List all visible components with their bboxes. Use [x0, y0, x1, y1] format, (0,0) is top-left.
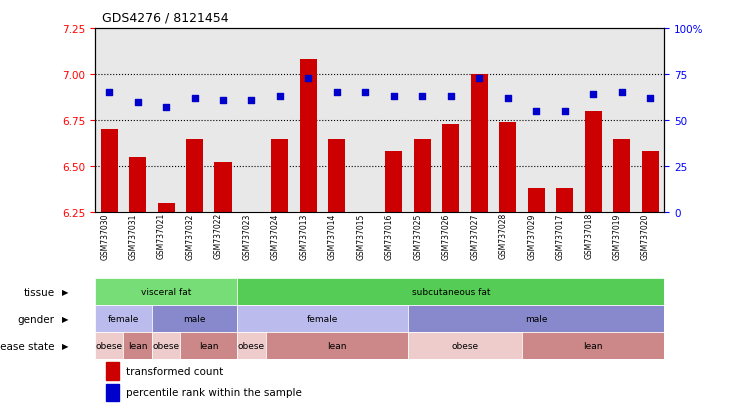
Text: lean: lean: [128, 342, 147, 350]
Text: transformed count: transformed count: [126, 366, 223, 376]
Bar: [215, 163, 231, 213]
Text: GSM737014: GSM737014: [328, 213, 337, 259]
Bar: [471, 75, 488, 213]
Point: [530, 108, 542, 115]
Point: [218, 97, 229, 104]
Bar: [101, 130, 118, 213]
Bar: [528, 189, 545, 213]
Text: GSM737020: GSM737020: [641, 213, 650, 259]
Text: GSM737030: GSM737030: [100, 213, 110, 259]
Bar: [152, 332, 180, 359]
Bar: [522, 332, 664, 359]
Text: female: female: [307, 315, 338, 323]
Point: [417, 94, 429, 100]
Text: GSM737025: GSM737025: [413, 213, 423, 259]
Text: percentile rank within the sample: percentile rank within the sample: [126, 387, 302, 397]
Text: GSM737032: GSM737032: [185, 213, 194, 259]
Bar: [186, 139, 203, 213]
Text: GSM737024: GSM737024: [271, 213, 280, 259]
Text: GSM737018: GSM737018: [584, 213, 593, 259]
Point: [132, 99, 144, 106]
Text: GSM737026: GSM737026: [442, 213, 451, 259]
Text: GSM737031: GSM737031: [128, 213, 138, 259]
Text: obese: obese: [451, 342, 479, 350]
Bar: [158, 204, 174, 213]
Point: [245, 97, 258, 104]
Text: ▶: ▶: [62, 315, 69, 323]
Bar: [272, 139, 288, 213]
Bar: [180, 332, 237, 359]
Bar: [642, 152, 658, 213]
Point: [104, 90, 115, 97]
Point: [360, 90, 372, 97]
Text: male: male: [183, 315, 206, 323]
Text: obese: obese: [153, 342, 180, 350]
Point: [388, 94, 400, 100]
Bar: [129, 157, 146, 213]
Point: [188, 95, 200, 102]
Text: GSM737028: GSM737028: [499, 213, 508, 259]
Bar: [237, 279, 664, 306]
Point: [161, 104, 172, 111]
Text: GSM737019: GSM737019: [612, 213, 622, 259]
Bar: [107, 363, 119, 380]
Bar: [328, 139, 345, 213]
Bar: [152, 306, 237, 332]
Bar: [95, 306, 152, 332]
Text: tissue: tissue: [23, 287, 55, 297]
Bar: [300, 60, 317, 213]
Point: [588, 92, 599, 98]
Text: subcutaneous fat: subcutaneous fat: [412, 288, 490, 297]
Point: [616, 90, 628, 97]
Text: obese: obese: [238, 342, 265, 350]
Point: [645, 95, 656, 102]
Point: [474, 75, 485, 82]
Text: GSM737021: GSM737021: [157, 213, 166, 259]
Point: [331, 90, 343, 97]
Bar: [95, 332, 123, 359]
Bar: [414, 139, 431, 213]
Text: lean: lean: [199, 342, 218, 350]
Bar: [385, 152, 402, 213]
Text: obese: obese: [96, 342, 123, 350]
Text: GSM737017: GSM737017: [556, 213, 565, 259]
Bar: [237, 306, 408, 332]
Bar: [442, 124, 459, 213]
Text: GSM737023: GSM737023: [242, 213, 251, 259]
Text: GSM737027: GSM737027: [470, 213, 480, 259]
Text: lean: lean: [583, 342, 603, 350]
Point: [502, 95, 514, 102]
Text: ▶: ▶: [62, 342, 69, 350]
Bar: [95, 279, 237, 306]
Text: GSM737022: GSM737022: [214, 213, 223, 259]
Bar: [585, 112, 602, 213]
Bar: [266, 332, 408, 359]
Bar: [408, 306, 664, 332]
Bar: [123, 332, 152, 359]
Bar: [613, 139, 630, 213]
Text: disease state: disease state: [0, 341, 55, 351]
Text: female: female: [108, 315, 139, 323]
Point: [559, 108, 571, 115]
Bar: [107, 384, 119, 401]
Point: [445, 94, 457, 100]
Text: ▶: ▶: [62, 288, 69, 297]
Bar: [408, 332, 522, 359]
Bar: [556, 189, 573, 213]
Point: [303, 75, 315, 82]
Text: gender: gender: [18, 314, 55, 324]
Text: visceral fat: visceral fat: [141, 288, 191, 297]
Text: GDS4276 / 8121454: GDS4276 / 8121454: [102, 12, 228, 25]
Bar: [237, 332, 266, 359]
Text: GSM737015: GSM737015: [356, 213, 366, 259]
Text: lean: lean: [327, 342, 347, 350]
Bar: [499, 123, 516, 213]
Point: [274, 94, 286, 100]
Text: male: male: [525, 315, 548, 323]
Text: GSM737013: GSM737013: [299, 213, 309, 259]
Text: GSM737016: GSM737016: [385, 213, 394, 259]
Text: GSM737029: GSM737029: [527, 213, 536, 259]
